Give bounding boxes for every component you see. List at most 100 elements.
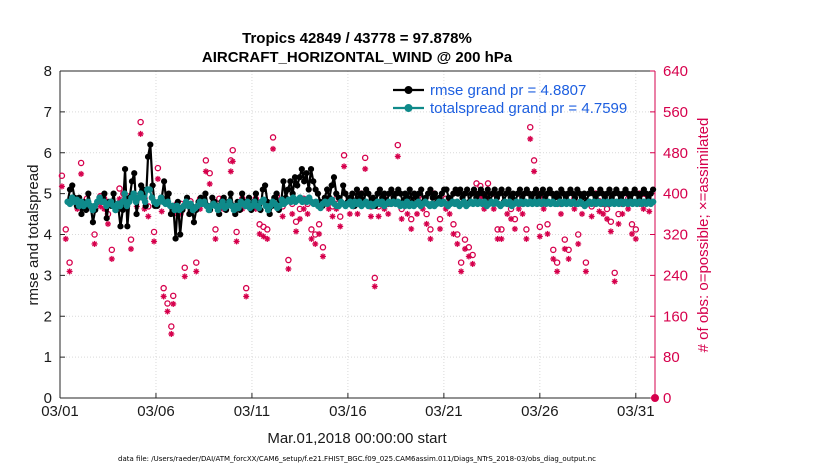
obs-assimilated-marker [404, 210, 411, 217]
obs-assimilated-marker [62, 235, 69, 242]
obs-possible-marker [127, 236, 135, 243]
obs-assimilated-marker [458, 268, 465, 275]
chart-title-line1: Tropics 42849 / 43778 = 97.878% [242, 30, 472, 47]
obs-possible-marker [484, 180, 492, 187]
obs-possible-marker [154, 164, 162, 172]
obs-assimilated-marker [319, 253, 326, 260]
obs-possible-marker [436, 215, 444, 223]
rmse-point [328, 182, 335, 189]
obs-assimilated-marker [625, 205, 632, 212]
rmse-point [172, 235, 179, 242]
obs-possible-marker [450, 221, 457, 228]
obs-assimilated-marker [260, 233, 267, 240]
rmse-point [296, 174, 303, 181]
rmse-point [305, 186, 312, 193]
obs-assimilated-marker [193, 268, 200, 275]
rmse-point [294, 182, 301, 189]
obs-possible-marker [264, 226, 271, 233]
obs-assimilated-marker [316, 230, 323, 237]
rmse-point [388, 186, 395, 193]
rmse-point [110, 190, 117, 197]
obs-assimilated-marker [293, 228, 300, 235]
y2-tick-label: 560 [663, 104, 688, 121]
obs-assimilated-marker [611, 278, 618, 285]
obs-assimilated-marker [285, 265, 292, 272]
rmse-point [298, 166, 305, 173]
obs-assimilated-marker [632, 235, 639, 242]
rmse-point [464, 186, 471, 193]
totalspread-point [141, 198, 149, 206]
left-axis-ticks: 0 1 2 3 4 5 6 7 8 [44, 63, 65, 407]
rmse-point [505, 186, 512, 193]
totalspread-point [235, 204, 242, 212]
obs-assimilated-marker [544, 230, 551, 237]
obs-possible-marker [292, 218, 300, 225]
totalspread-point [187, 200, 194, 208]
obs-assimilated-marker [575, 240, 582, 247]
obs-possible-marker [108, 246, 116, 254]
obs-assimilated-marker [227, 168, 234, 175]
obs-possible-marker [632, 226, 640, 233]
obs-possible-marker [361, 154, 369, 162]
x-tick-label: 03/31 [617, 403, 655, 420]
obs-assimilated-marker [206, 180, 213, 187]
obs-assimilated-marker [519, 210, 526, 217]
rmse-point [190, 219, 198, 226]
obs-possible-marker [308, 226, 315, 233]
obs-assimilated-marker [385, 210, 392, 217]
rmse-point [349, 190, 356, 197]
obs-possible-marker [77, 159, 85, 167]
obs-assimilated-marker [511, 225, 518, 232]
obs-assimilated-marker [437, 225, 444, 232]
x-axis-label: Mar.01,2018 00:00:00 start [267, 430, 447, 447]
rmse-point [287, 178, 294, 185]
obs-assimilated-marker [531, 168, 538, 175]
obs-possible-marker [91, 231, 98, 238]
x-tick-label: 03/16 [329, 403, 367, 420]
obs-possible-marker [212, 226, 219, 233]
obs-possible-marker [465, 244, 473, 251]
obs-assimilated-marker [579, 210, 586, 217]
obs-possible-marker [423, 210, 430, 218]
totalspread-point [146, 186, 153, 193]
obs-possible-marker [169, 292, 177, 300]
obs-assimilated-marker [619, 210, 626, 217]
rmse-point [280, 178, 287, 185]
rmse-point [239, 190, 246, 197]
obs-possible-marker [607, 218, 615, 225]
rmse-point [101, 190, 108, 197]
x-tick-label: 03/11 [234, 403, 270, 420]
obs-possible-marker [193, 259, 200, 266]
obs-possible-marker [62, 226, 70, 233]
obs-possible-marker [340, 152, 348, 159]
obs-assimilated-marker [375, 213, 382, 220]
obs-assimilated-marker [296, 215, 303, 222]
obs-assimilated-marker [137, 130, 144, 137]
totalspread-point [121, 190, 128, 197]
totalspread-point [244, 198, 251, 206]
rmse-point [124, 223, 131, 230]
y-tick-label: 7 [44, 104, 52, 121]
rmse-point [307, 166, 315, 173]
y2-tick-label: 400 [663, 186, 688, 203]
obs-assimilated-marker [640, 205, 647, 212]
totalspread-point [119, 198, 126, 206]
obs-assimilated-marker [78, 170, 85, 177]
y-tick-label: 8 [44, 63, 52, 80]
obs-possible-marker [164, 300, 171, 307]
rmse-point [457, 186, 464, 193]
obs-assimilated-marker [527, 135, 534, 142]
obs-assimilated-marker [504, 210, 511, 217]
obs-assimilated-marker [308, 235, 315, 242]
rmse-point [227, 190, 234, 197]
totalspread-point [649, 198, 657, 206]
obs-assimilated-marker [582, 268, 589, 275]
obs-assimilated-marker [337, 223, 344, 230]
obs-assimilated-marker [212, 235, 219, 242]
rmse-point [353, 186, 361, 193]
rmse-point [330, 174, 338, 181]
rmse-point [498, 186, 505, 193]
obs-assimilated-marker [66, 268, 73, 275]
rmse-point [484, 186, 491, 193]
